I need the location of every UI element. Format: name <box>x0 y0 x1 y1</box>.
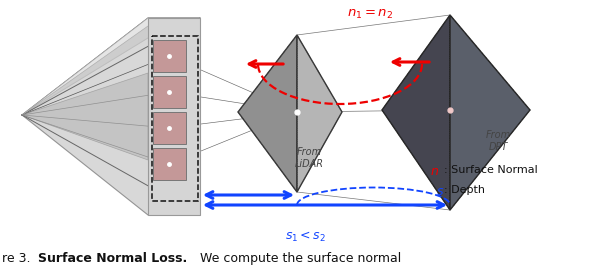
Bar <box>153 112 186 144</box>
Polygon shape <box>382 15 450 210</box>
Bar <box>152 36 198 201</box>
Bar <box>153 148 186 180</box>
Text: $s_1 < s_2$: $s_1 < s_2$ <box>284 230 326 244</box>
Polygon shape <box>297 35 342 192</box>
Text: $n$: $n$ <box>430 165 439 178</box>
Polygon shape <box>238 35 297 192</box>
Text: : Depth: : Depth <box>444 185 485 195</box>
Polygon shape <box>450 15 530 210</box>
Polygon shape <box>22 73 148 160</box>
Text: : Surface Normal: : Surface Normal <box>444 165 538 175</box>
Text: Surface Normal Loss.: Surface Normal Loss. <box>38 252 187 265</box>
Polygon shape <box>148 18 200 215</box>
Text: $n_1 = n_2$: $n_1 = n_2$ <box>347 8 393 21</box>
Text: From
LiDAR: From LiDAR <box>295 147 323 169</box>
Text: From
DPT: From DPT <box>486 130 511 152</box>
Text: We compute the surface normal: We compute the surface normal <box>196 252 401 265</box>
Text: $s$: $s$ <box>436 185 444 198</box>
Text: re 3.: re 3. <box>2 252 35 265</box>
Bar <box>153 40 186 72</box>
Polygon shape <box>22 18 200 215</box>
Polygon shape <box>22 18 200 115</box>
Bar <box>153 76 186 108</box>
Polygon shape <box>22 18 200 115</box>
